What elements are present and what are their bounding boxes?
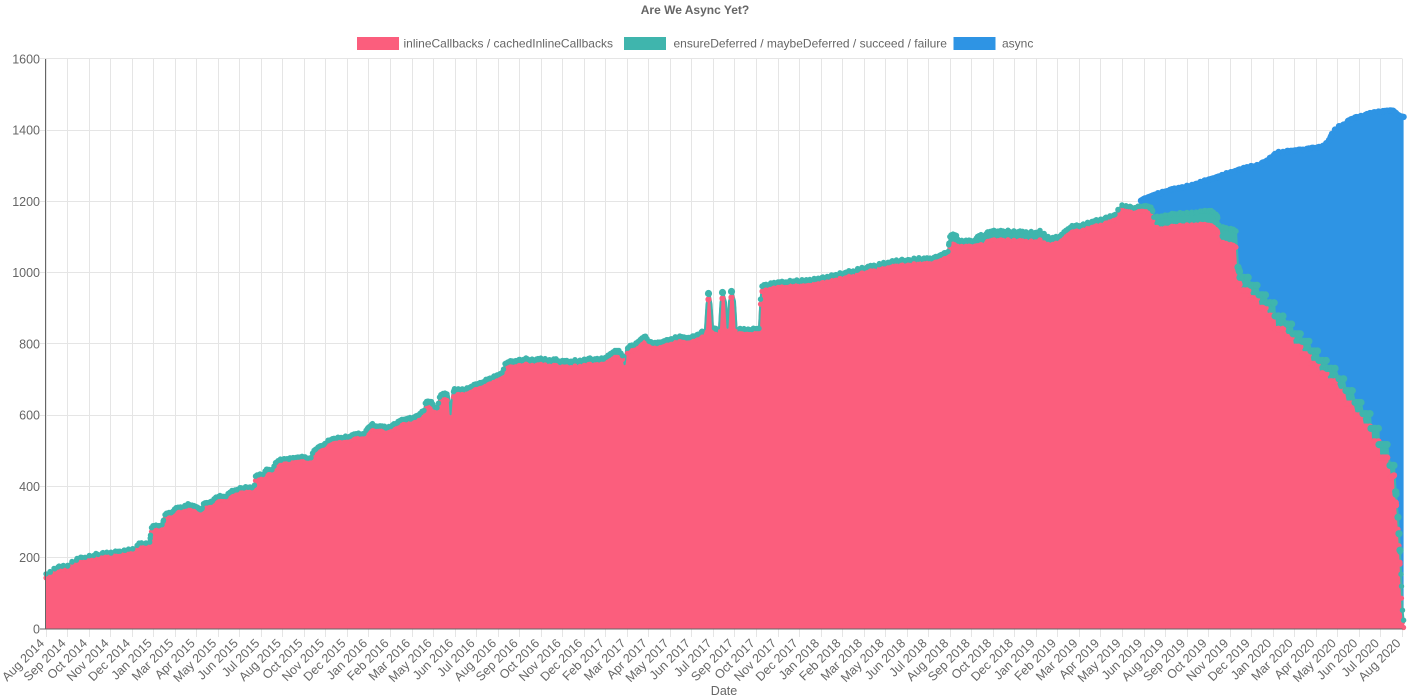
svg-text:ensureDeferred / maybeDeferred: ensureDeferred / maybeDeferred / succeed…	[674, 37, 948, 51]
svg-text:1400: 1400	[12, 124, 40, 138]
svg-text:200: 200	[19, 551, 40, 565]
svg-text:async: async	[1002, 37, 1033, 51]
svg-text:600: 600	[19, 409, 40, 423]
svg-text:1200: 1200	[12, 195, 40, 209]
svg-text:800: 800	[19, 337, 40, 351]
svg-text:inlineCallbacks / cachedInline: inlineCallbacks / cachedInlineCallbacks	[404, 37, 613, 51]
svg-text:Date: Date	[711, 684, 737, 695]
svg-text:1600: 1600	[12, 52, 40, 66]
svg-text:Are We Async Yet?: Are We Async Yet?	[641, 3, 750, 17]
svg-text:1000: 1000	[12, 266, 40, 280]
svg-text:0: 0	[33, 622, 40, 636]
svg-text:400: 400	[19, 480, 40, 494]
